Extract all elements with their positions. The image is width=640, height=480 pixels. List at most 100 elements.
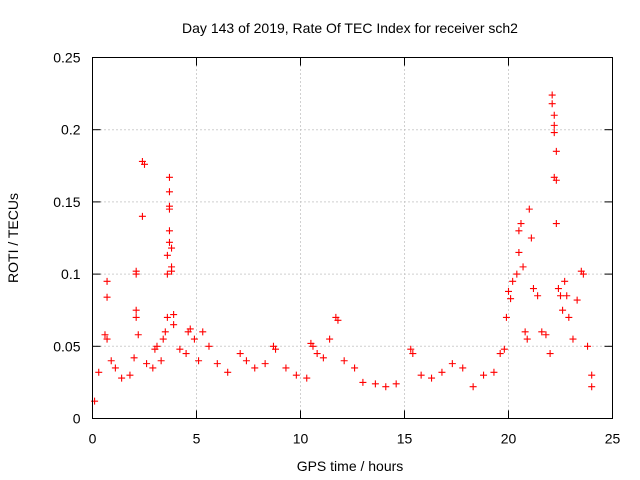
data-point <box>165 238 173 246</box>
data-point <box>132 313 140 321</box>
data-point <box>417 371 425 379</box>
y-axis-label: ROTI / TECUs <box>5 193 21 283</box>
data-point <box>521 328 529 336</box>
y-tick-label: 0.1 <box>61 266 81 282</box>
data-point <box>199 328 207 336</box>
y-tick-label: 0.2 <box>61 122 81 138</box>
data-point <box>490 368 498 376</box>
data-point <box>480 371 488 379</box>
data-point <box>170 311 178 319</box>
data-point <box>513 270 521 278</box>
data-point <box>409 350 417 358</box>
data-point <box>272 345 280 353</box>
data-point <box>392 380 400 388</box>
data-point <box>407 345 415 353</box>
data-point <box>165 227 173 235</box>
data-point <box>548 100 556 108</box>
data-point <box>103 335 111 343</box>
data-point <box>143 360 151 368</box>
data-point <box>563 292 571 300</box>
data-point <box>561 277 569 285</box>
data-point <box>153 342 161 350</box>
data-point <box>428 374 436 382</box>
y-tick-label: 0.05 <box>53 338 80 354</box>
data-point <box>138 212 146 220</box>
data-point <box>190 335 198 343</box>
data-point <box>132 306 140 314</box>
data-point <box>111 364 119 372</box>
data-point <box>165 188 173 196</box>
data-point <box>550 129 558 137</box>
data-point <box>157 357 165 365</box>
data-point <box>546 350 554 358</box>
data-point <box>588 383 596 391</box>
data-point <box>523 335 531 343</box>
data-point <box>507 295 515 303</box>
data-point <box>534 292 542 300</box>
data-point <box>130 354 138 362</box>
data-point <box>251 364 259 372</box>
data-point <box>292 371 300 379</box>
data-point <box>303 374 311 382</box>
data-point <box>359 378 367 386</box>
data-point <box>326 335 334 343</box>
data-point <box>529 285 537 293</box>
x-tick-label: 15 <box>397 431 413 447</box>
data-point <box>182 350 190 358</box>
data-point <box>195 357 203 365</box>
data-point <box>168 267 176 275</box>
data-point <box>132 267 140 275</box>
data-point <box>282 364 290 372</box>
data-point <box>163 270 171 278</box>
y-tick-label: 0 <box>73 411 81 427</box>
data-point <box>515 227 523 235</box>
chart-title: Day 143 of 2019, Rate Of TEC Index for r… <box>182 20 518 36</box>
data-point <box>552 176 560 184</box>
data-point <box>313 350 321 358</box>
data-point <box>500 345 508 353</box>
data-point <box>161 328 169 336</box>
data-point <box>557 292 564 300</box>
data-point <box>505 287 512 295</box>
data-point <box>469 383 477 391</box>
data-point <box>95 368 103 376</box>
data-point <box>459 364 467 372</box>
data-point <box>334 316 342 324</box>
x-tick-label: 0 <box>89 431 97 447</box>
data-point <box>149 364 157 372</box>
data-point <box>340 357 348 365</box>
data-point <box>496 350 504 358</box>
data-point <box>236 350 244 358</box>
data-point <box>448 360 456 368</box>
x-axis-label: GPS time / hours <box>297 458 404 474</box>
data-point <box>176 345 184 353</box>
data-point <box>107 357 115 365</box>
data-point <box>351 364 359 372</box>
data-point <box>525 205 533 213</box>
data-point <box>519 263 527 271</box>
data-point <box>186 325 194 333</box>
data-points <box>91 91 596 405</box>
data-point <box>168 244 176 252</box>
data-point <box>224 368 232 376</box>
data-point <box>309 342 317 350</box>
data-point <box>573 296 581 304</box>
x-tick-label: 25 <box>605 431 621 447</box>
data-point <box>126 371 134 379</box>
data-point <box>552 220 560 228</box>
data-point <box>165 202 173 210</box>
data-point <box>371 380 379 388</box>
data-point <box>550 111 558 119</box>
data-point <box>213 360 221 368</box>
y-tick-label: 0.25 <box>53 50 80 66</box>
data-point <box>101 331 109 339</box>
data-point <box>319 354 327 362</box>
data-point <box>165 173 173 181</box>
grid-lines <box>92 57 613 419</box>
data-point <box>103 293 111 301</box>
data-point <box>382 383 390 391</box>
data-point <box>205 342 213 350</box>
data-point <box>515 248 523 256</box>
